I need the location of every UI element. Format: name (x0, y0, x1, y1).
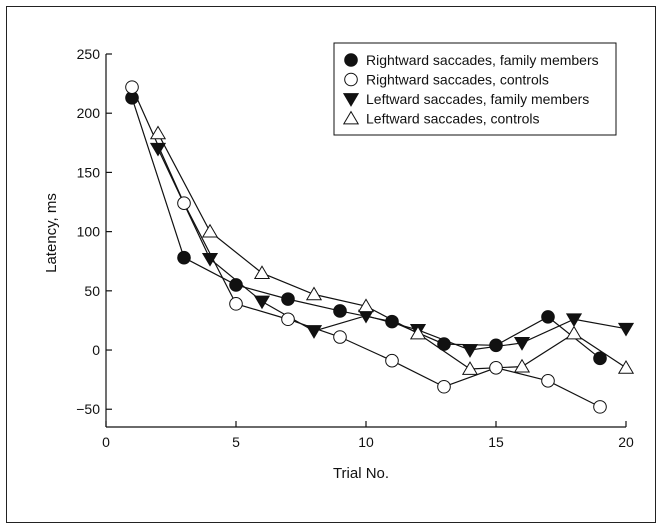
data-point (253, 265, 271, 279)
data-point (437, 337, 451, 351)
legend-label: Leftward saccades, family members (366, 91, 589, 107)
data-point (385, 353, 399, 368)
legend: Rightward saccades, family members Rightw… (333, 42, 617, 136)
data-point (201, 252, 219, 267)
x-tick-label: 0 (102, 434, 110, 450)
x-tick-label: 15 (488, 434, 504, 450)
data-point (177, 196, 191, 210)
data-point (489, 338, 503, 353)
data-point (593, 351, 607, 366)
data-point (617, 359, 635, 374)
figure-frame (6, 6, 656, 523)
data-point (149, 125, 167, 140)
x-tick-label: 20 (618, 434, 634, 450)
data-point (201, 223, 219, 238)
data-point (281, 312, 295, 327)
legend-marker (344, 72, 358, 87)
data-point (125, 80, 139, 94)
data-point (253, 295, 271, 310)
data-point (149, 142, 167, 157)
data-point (357, 298, 375, 313)
y-tick-label: 50 (84, 283, 100, 299)
legend-label: Leftward saccades, controls (366, 111, 540, 127)
legend-marker (342, 110, 360, 125)
y-tick-label: −50 (76, 401, 100, 417)
data-point (513, 358, 531, 373)
axes: −50 0 50 100 150 200 250 0 5 10 15 20 (76, 46, 634, 450)
data-point (177, 250, 191, 265)
data-point (461, 361, 479, 375)
legend-label: Rightward saccades, controls (366, 72, 549, 88)
y-tick-label: 0 (92, 342, 100, 358)
legend-box (333, 42, 617, 136)
data-point (357, 309, 375, 324)
series-markers-3 (149, 142, 635, 358)
y-tick-label: 200 (77, 105, 101, 121)
y-tick-label: 100 (77, 224, 101, 240)
series-line (157, 133, 627, 370)
data-point (513, 337, 531, 351)
x-axis-label: Trial No. (333, 465, 389, 482)
data-point (305, 286, 323, 301)
data-point (229, 297, 243, 311)
series-4 (157, 133, 627, 370)
legend-marker (344, 53, 358, 67)
data-point (333, 330, 347, 344)
data-point (489, 360, 503, 375)
data-point (617, 322, 635, 337)
data-point (565, 313, 583, 328)
data-point (593, 400, 607, 414)
y-tick-label: 150 (77, 164, 101, 180)
data-point (409, 325, 427, 340)
x-tick-label: 5 (232, 434, 240, 450)
series-markers-2 (125, 80, 607, 414)
data-point (461, 344, 479, 358)
series-markers-4 (149, 125, 635, 375)
y-axis-label: Latency, ms (43, 193, 60, 273)
data-point (229, 278, 243, 292)
data-point (437, 379, 451, 394)
data-point (333, 304, 347, 318)
data-point (305, 325, 323, 339)
data-point (541, 374, 555, 388)
x-tick-label: 10 (358, 434, 374, 450)
data-point (385, 314, 399, 329)
data-point (565, 325, 583, 340)
data-point (281, 292, 295, 306)
legend-label: Rightward saccades, family members (366, 52, 599, 68)
data-point (541, 310, 555, 324)
series-layer (125, 80, 635, 414)
y-tick-label: 250 (77, 46, 101, 62)
legend-marker (342, 93, 360, 107)
